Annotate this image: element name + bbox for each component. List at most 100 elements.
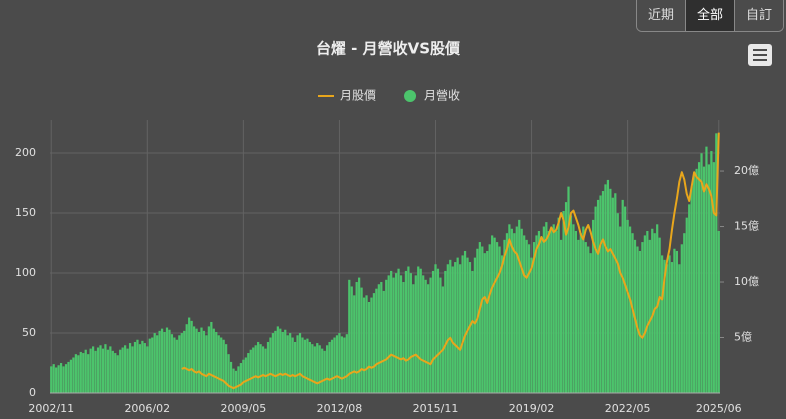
bar (431, 270, 435, 393)
y2-tick-label: 20億 (734, 164, 759, 177)
bar (518, 219, 521, 393)
bar (399, 275, 403, 393)
bar (143, 343, 146, 393)
bar (505, 233, 509, 393)
bar (77, 355, 80, 393)
bar (338, 333, 341, 393)
bar (247, 353, 250, 393)
bar (210, 321, 213, 393)
bar (84, 349, 87, 393)
bar (326, 345, 329, 393)
bar (249, 349, 252, 393)
bar (601, 191, 605, 393)
bar (358, 277, 361, 393)
bar (478, 242, 481, 393)
y-tick-label: 100 (15, 266, 36, 279)
bar (106, 349, 109, 393)
bar (542, 226, 545, 393)
bar (483, 253, 486, 393)
bar (220, 337, 223, 393)
bar (266, 341, 270, 393)
bar (626, 219, 629, 393)
bar (441, 286, 444, 393)
bar (82, 353, 85, 393)
bar (89, 348, 92, 393)
bar (286, 335, 289, 393)
legend-label: 月營收 (424, 89, 460, 103)
range-button[interactable]: 近期 (637, 0, 685, 31)
bar (436, 268, 440, 393)
y-tick-label: 200 (15, 146, 36, 159)
bar (254, 345, 257, 393)
bar (412, 284, 415, 393)
bar (606, 179, 610, 393)
bar (631, 233, 634, 393)
bar (476, 248, 479, 393)
bar (394, 273, 398, 393)
bar (707, 164, 711, 393)
bar (264, 348, 267, 393)
bar (621, 199, 624, 393)
bar (328, 341, 331, 393)
bar (244, 357, 247, 393)
bar (62, 366, 65, 393)
range-button[interactable]: 全部 (685, 0, 734, 31)
bar (611, 197, 614, 393)
bar (345, 334, 348, 393)
bar (141, 340, 144, 393)
bar (564, 202, 568, 393)
bar (121, 347, 124, 393)
bar (202, 330, 206, 393)
bar (200, 327, 203, 393)
bar (673, 248, 676, 393)
bar (582, 226, 585, 393)
bar (661, 255, 664, 393)
bar (562, 211, 565, 393)
bar (454, 262, 457, 393)
bar (131, 346, 134, 393)
bar (52, 364, 55, 393)
bar (96, 347, 100, 393)
bar (513, 233, 516, 393)
bar (579, 233, 582, 393)
bar (114, 353, 117, 393)
bar (348, 279, 351, 393)
bar (72, 357, 75, 393)
bar (685, 217, 688, 393)
bar (695, 168, 698, 393)
bar (614, 193, 617, 393)
bar (259, 344, 262, 393)
x-tick-label: 2009/05 (221, 402, 267, 415)
menu-button[interactable] (748, 44, 772, 66)
bar (486, 250, 489, 393)
x-tick-label: 2022/05 (605, 402, 651, 415)
bar (183, 330, 186, 393)
bar (665, 264, 669, 393)
bar (552, 224, 555, 393)
bar (419, 268, 422, 393)
range-button[interactable]: 自訂 (734, 0, 783, 31)
bar (257, 341, 260, 393)
y-tick-label: 0 (29, 386, 36, 399)
bar (599, 195, 602, 393)
bar (651, 228, 654, 393)
bar (653, 233, 656, 393)
legend-swatch (404, 90, 417, 102)
bar (537, 230, 541, 393)
y2-tick-label: 15億 (734, 220, 759, 233)
y-tick-label: 150 (15, 206, 36, 219)
bar (402, 282, 405, 393)
bar (426, 284, 430, 393)
bar (109, 346, 112, 393)
bar (128, 343, 132, 393)
bar (414, 275, 417, 393)
bar (417, 266, 420, 393)
bar (124, 345, 127, 393)
bar (697, 162, 701, 393)
bar (227, 354, 230, 393)
bar (234, 370, 238, 393)
bar (67, 361, 70, 393)
bar (636, 246, 639, 393)
bar (574, 230, 578, 393)
bar (535, 235, 538, 393)
